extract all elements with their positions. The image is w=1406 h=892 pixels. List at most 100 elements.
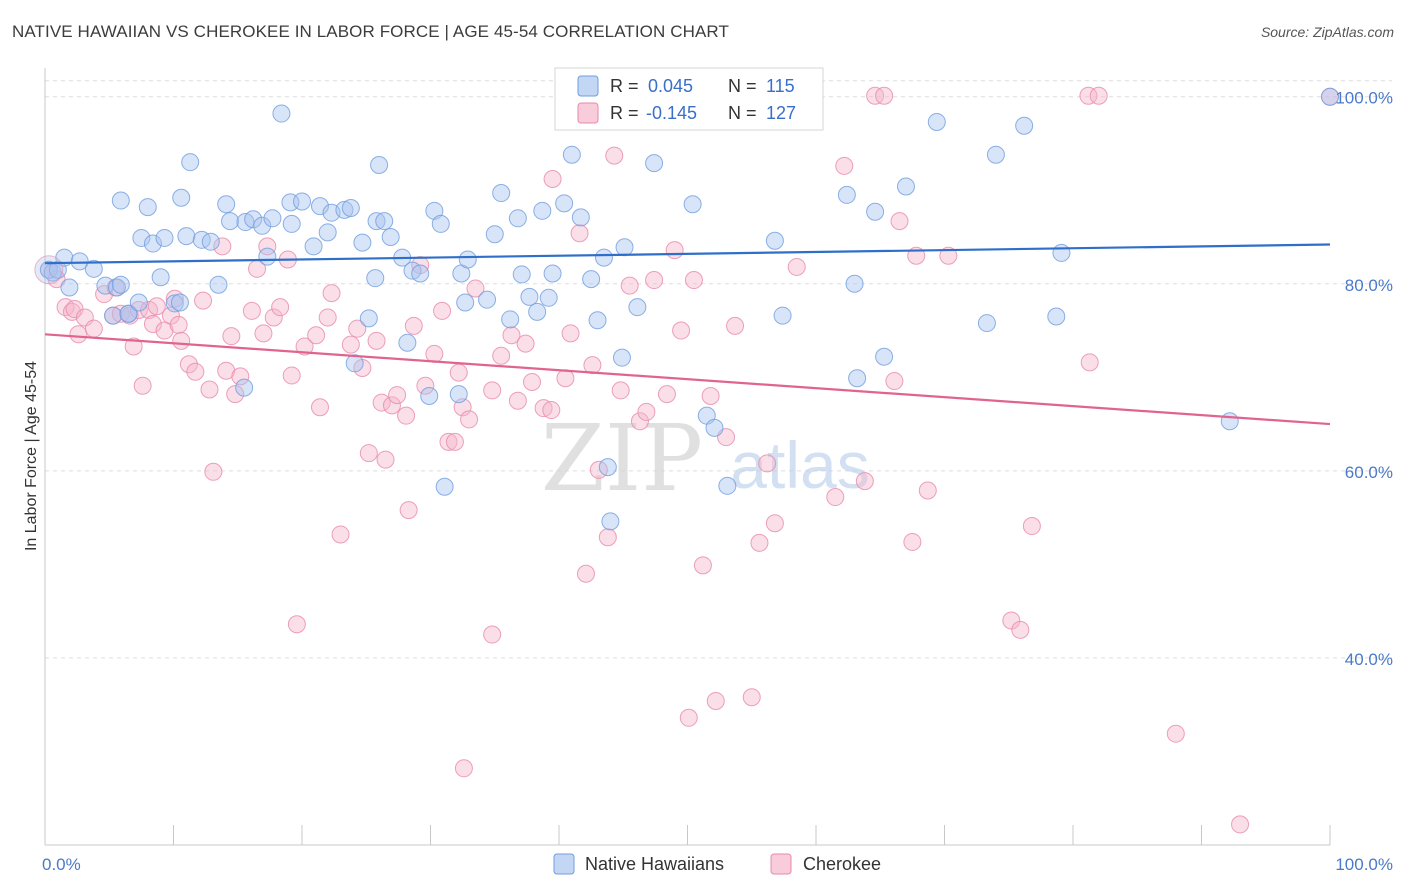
- cherokee-point-28: [204, 462, 223, 481]
- cherokee-point-14: [129, 300, 148, 319]
- cherokee-point-60: [404, 316, 423, 335]
- cherokee-point-23: [172, 331, 191, 350]
- native-hawaiians-point-82: [588, 311, 607, 330]
- native-hawaiians-point-59: [425, 201, 444, 220]
- native-hawaiians-point-53: [381, 228, 400, 247]
- cherokee-point-17: [143, 315, 162, 334]
- native-hawaiians-point-4: [60, 278, 79, 297]
- cherokee-point-125: [1080, 353, 1099, 372]
- watermark: ZIP atlas: [541, 405, 870, 512]
- native-hawaiians-point-19: [155, 228, 174, 247]
- cherokee-point-39: [271, 298, 290, 317]
- native-hawaiians-point-67: [485, 225, 504, 244]
- native-hawaiians-point-74: [533, 201, 552, 220]
- watermark-atlas: atlas: [730, 428, 869, 502]
- native-hawaiians-point-104: [875, 347, 894, 366]
- cherokee-point-47: [322, 284, 341, 303]
- native-hawaiians-point-102: [848, 369, 867, 388]
- bottom-legend-swatch-cherokee: [770, 853, 792, 875]
- native-hawaiians-point-100: [837, 185, 856, 204]
- native-hawaiians-point-106: [927, 112, 946, 131]
- native-hawaiians-point-32: [244, 210, 263, 229]
- bottom-legend: Native Hawaiians Cherokee: [553, 853, 881, 875]
- cherokee-point-100: [693, 556, 712, 575]
- y-tick-label-80: 80.0%: [1345, 276, 1393, 295]
- cherokee-point-38: [264, 308, 283, 327]
- cherokee-point-106: [750, 533, 769, 552]
- native-hawaiians-point-9: [104, 306, 123, 325]
- cherokee-point-111: [835, 156, 854, 175]
- cherokee-point-92: [630, 412, 649, 431]
- cherokee-point-104: [726, 316, 745, 335]
- native-hawaiians-point-12: [119, 304, 138, 323]
- native-hawaiians-point-35: [263, 209, 282, 228]
- y-tick-label-60: 60.0%: [1345, 463, 1393, 482]
- native-hawaiians-point-41: [310, 197, 329, 216]
- cherokee-point-70: [460, 410, 479, 429]
- y-axis-label: In Labor Force | Age 45-54: [23, 361, 40, 551]
- cherokee-point-95: [657, 385, 676, 404]
- native-hawaiians-point-98: [765, 231, 784, 250]
- native-hawaiians-point-105: [896, 177, 915, 196]
- native-hawaiians-point-73: [528, 302, 547, 321]
- native-hawaiians-point-37: [282, 214, 301, 233]
- cherokee-point-13: [124, 337, 143, 356]
- overlap-point-origin: [34, 255, 64, 285]
- native-hawaiians-point-21: [170, 293, 189, 312]
- cherokee-point-66: [445, 432, 464, 451]
- native-hawaiians-point-62: [449, 385, 468, 404]
- cherokee-point-72: [483, 625, 502, 644]
- native-hawaiians-point-58: [420, 387, 439, 406]
- cherokee-point-34: [242, 301, 261, 320]
- cherokee-point-31: [222, 327, 241, 346]
- native-hawaiians-point-18: [151, 268, 170, 287]
- cherokee-point-73: [483, 381, 502, 400]
- cherokee-point-24: [179, 355, 198, 374]
- x-tick-label-min: 0.0%: [42, 855, 81, 874]
- cherokee-point-98: [679, 708, 698, 727]
- bottom-legend-swatch-native-hawaiians: [553, 853, 575, 875]
- cherokee-point-78: [523, 372, 542, 391]
- cherokee-point-75: [502, 326, 521, 345]
- native-hawaiians-point-107: [977, 314, 996, 333]
- cherokee-point-62: [416, 376, 435, 395]
- cherokee-point-55: [376, 450, 395, 469]
- source-credit: Source: ZipAtlas.com: [1260, 24, 1394, 40]
- native-hawaiians-point-5: [70, 252, 89, 271]
- cherokee-point-91: [620, 276, 639, 295]
- native-hawaiians-point-60: [431, 214, 450, 233]
- native-hawaiians-point-90: [645, 154, 664, 173]
- legend-r-value-1: 0.045: [648, 76, 693, 96]
- native-hawaiians-point-75: [539, 288, 558, 307]
- native-hawaiians-point-25: [192, 230, 211, 249]
- cherokee-point-88: [598, 528, 617, 547]
- native-hawaiians-point-101: [845, 274, 864, 293]
- cherokee-point-48: [331, 525, 350, 544]
- cherokee-point-94: [645, 271, 664, 290]
- cherokee-point-29: [213, 237, 232, 256]
- cherokee-point-2: [56, 298, 75, 317]
- cherokee-point-124: [1079, 86, 1098, 105]
- native-hawaiians-point-42: [318, 223, 337, 242]
- cherokee-point-119: [918, 481, 937, 500]
- cherokee-point-44: [307, 326, 326, 345]
- native-hawaiians-point-69: [501, 310, 520, 329]
- cherokee-point-101: [701, 387, 720, 406]
- cherokee-point-112: [855, 472, 874, 491]
- y-tick-label-100: 100.0%: [1335, 89, 1393, 108]
- native-hawaiians-point-103: [866, 202, 885, 221]
- series-cherokee-points: [39, 86, 1339, 834]
- native-hawaiians-point-47: [353, 233, 372, 252]
- cherokee-point-107: [758, 454, 777, 473]
- legend-n-label-1: N =: [728, 76, 757, 96]
- cherokee-point-89: [605, 146, 624, 165]
- native-hawaiians-point-110: [1047, 307, 1066, 326]
- cherokee-point-46: [318, 308, 337, 327]
- cherokee-point-85: [576, 564, 595, 583]
- native-hawaiians-point-77: [555, 194, 574, 213]
- cherokee-point-84: [570, 224, 589, 243]
- cherokee-point-15: [133, 376, 152, 395]
- cherokee-point-49: [341, 335, 360, 354]
- cherokee-point-116: [890, 212, 909, 231]
